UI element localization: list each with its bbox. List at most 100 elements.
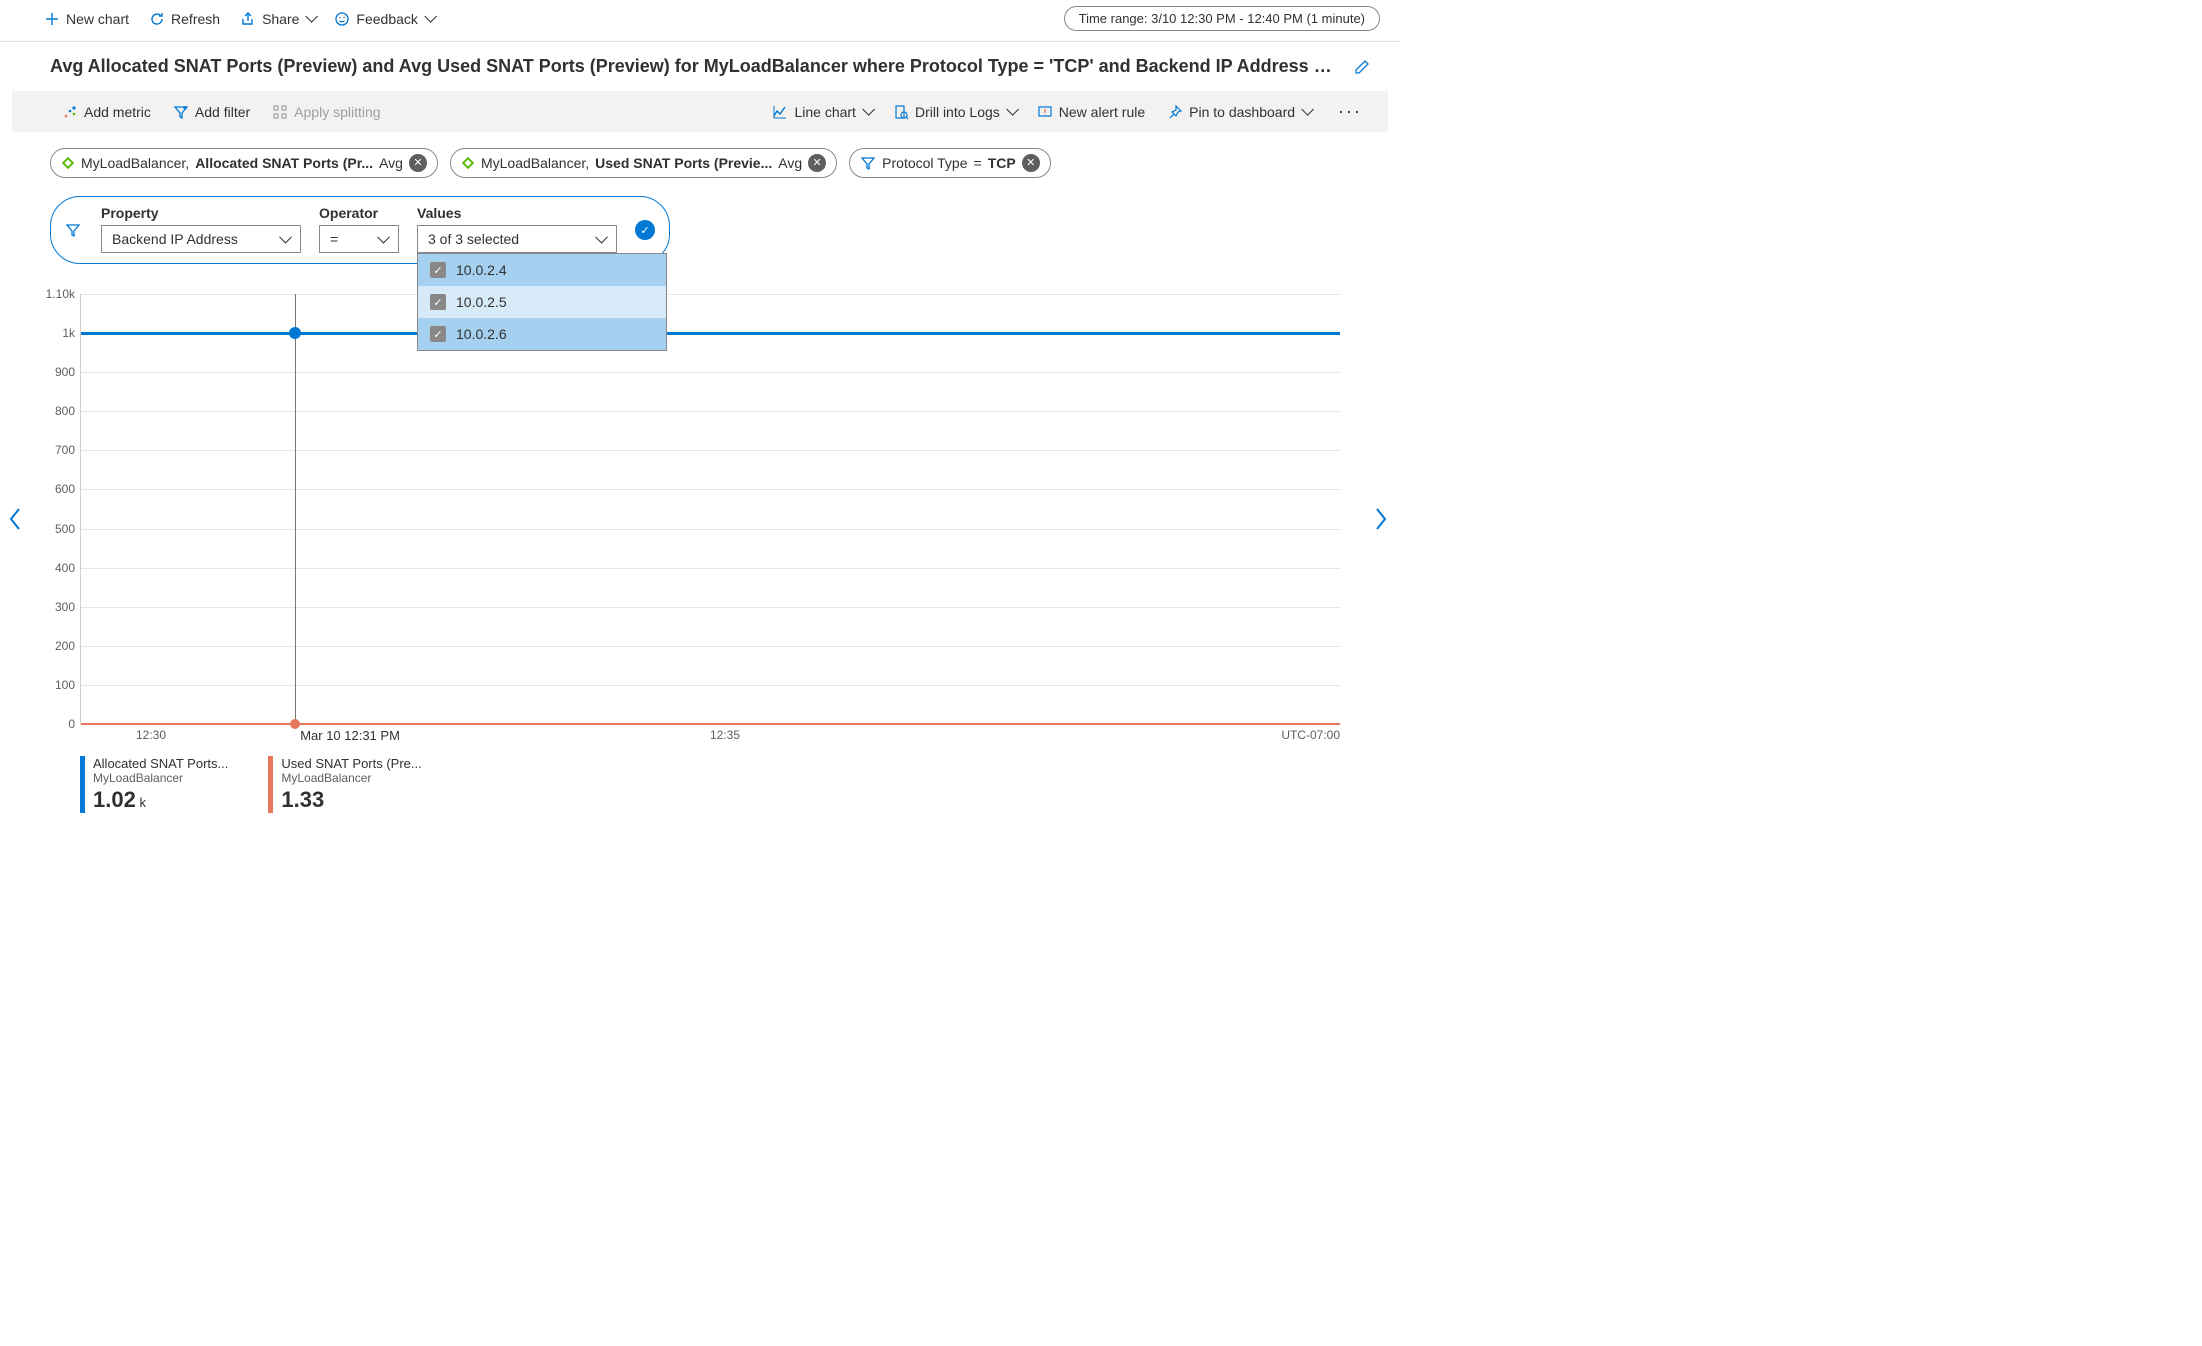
- y-axis-label: 400: [29, 561, 75, 575]
- cursor-line: [295, 294, 296, 723]
- chart-toolbar: Add metric Add filter Apply splitting Li…: [12, 91, 1388, 132]
- values-column: Values 3 of 3 selected ✓ 10.0.2.4 ✓ 10.0…: [417, 205, 617, 253]
- chevron-down-icon: [862, 103, 875, 116]
- new-chart-button[interactable]: New chart: [44, 11, 129, 27]
- filter-prop: Protocol Type: [882, 155, 967, 171]
- property-select[interactable]: Backend IP Address: [101, 225, 301, 253]
- close-icon[interactable]: ✕: [1022, 154, 1040, 172]
- funnel-icon: [860, 155, 876, 171]
- x-axis-label: 12:30: [136, 728, 166, 742]
- time-range-button[interactable]: Time range: 3/10 12:30 PM - 12:40 PM (1 …: [1064, 6, 1380, 31]
- legend-item[interactable]: Used SNAT Ports (Pre...MyLoadBalancer1.3…: [268, 756, 421, 813]
- x-axis-tz: UTC-07:00: [1281, 728, 1340, 742]
- chart-plot-area[interactable]: 1.10k1k9008007006005004003002001000: [80, 294, 1340, 724]
- splitting-icon: [272, 104, 288, 120]
- x-axis: 12:30 12:35 UTC-07:00 Mar 10 12:31 PM: [80, 728, 1340, 750]
- legend-title: Allocated SNAT Ports...: [93, 756, 228, 771]
- feedback-button[interactable]: Feedback: [334, 11, 432, 27]
- add-metric-button[interactable]: Add metric: [62, 104, 151, 120]
- metric2-agg: Avg: [778, 155, 802, 171]
- legend-item[interactable]: Allocated SNAT Ports...MyLoadBalancer1.0…: [80, 756, 228, 813]
- marker-allocated: [289, 327, 301, 339]
- add-metric-icon: [62, 104, 78, 120]
- alert-icon: [1037, 104, 1053, 120]
- gridline: [81, 372, 1340, 373]
- property-label: Property: [101, 205, 301, 221]
- y-axis-label: 1k: [29, 326, 75, 340]
- values-dropdown: ✓ 10.0.2.4 ✓ 10.0.2.5 ✓ 10.0.2.6: [417, 253, 667, 351]
- y-axis-label: 300: [29, 600, 75, 614]
- metric1-agg: Avg: [379, 155, 403, 171]
- metric-pill-1[interactable]: MyLoadBalancer, Allocated SNAT Ports (Pr…: [50, 148, 438, 178]
- confirm-filter-button[interactable]: ✓: [635, 220, 655, 240]
- checkbox-icon: ✓: [430, 294, 446, 310]
- operator-value: =: [330, 231, 338, 247]
- dropdown-option[interactable]: ✓ 10.0.2.4: [418, 254, 666, 286]
- chevron-down-icon: [1301, 103, 1314, 116]
- refresh-icon: [149, 11, 165, 27]
- share-button[interactable]: Share: [240, 11, 314, 27]
- dropdown-option[interactable]: ✓ 10.0.2.5: [418, 286, 666, 318]
- more-button[interactable]: ···: [1332, 101, 1368, 122]
- filter-eq: =: [974, 155, 982, 171]
- gridline: [81, 294, 1340, 295]
- close-icon[interactable]: ✕: [409, 154, 427, 172]
- x-axis-label: 12:35: [710, 728, 740, 742]
- chart-type-button[interactable]: Line chart: [772, 104, 870, 120]
- apply-splitting-button[interactable]: Apply splitting: [272, 104, 380, 120]
- gridline: [81, 646, 1340, 647]
- resource-icon: [461, 156, 475, 170]
- legend: Allocated SNAT Ports...MyLoadBalancer1.0…: [0, 750, 1400, 813]
- plus-icon: [44, 11, 60, 27]
- y-axis-label: 800: [29, 404, 75, 418]
- property-column: Property Backend IP Address: [101, 205, 301, 253]
- pin-icon: [1167, 104, 1183, 120]
- option-label: 10.0.2.4: [456, 262, 507, 278]
- logs-icon: [893, 104, 909, 120]
- y-axis-label: 200: [29, 639, 75, 653]
- pin-button[interactable]: Pin to dashboard: [1167, 104, 1310, 120]
- cursor-tooltip: Mar 10 12:31 PM: [300, 728, 400, 743]
- y-axis-label: 700: [29, 443, 75, 457]
- legend-value: 1.02 k: [93, 787, 228, 813]
- checkbox-icon: ✓: [430, 326, 446, 342]
- close-icon[interactable]: ✕: [808, 154, 826, 172]
- filter-builder: Property Backend IP Address Operator = V…: [50, 196, 670, 264]
- share-icon: [240, 11, 256, 27]
- metric-pill-2[interactable]: MyLoadBalancer, Used SNAT Ports (Previe.…: [450, 148, 837, 178]
- metric1-resource: MyLoadBalancer,: [81, 155, 189, 171]
- gridline: [81, 607, 1340, 608]
- option-label: 10.0.2.6: [456, 326, 507, 342]
- new-alert-button[interactable]: New alert rule: [1037, 104, 1145, 120]
- metric2-name: Used SNAT Ports (Previe...: [595, 155, 772, 171]
- line-chart-icon: [772, 104, 788, 120]
- chevron-down-icon: [424, 10, 437, 23]
- next-arrow[interactable]: [1372, 505, 1390, 539]
- edit-icon[interactable]: [1354, 59, 1370, 75]
- filter-pill[interactable]: Protocol Type = TCP ✕: [849, 148, 1051, 178]
- operator-column: Operator =: [319, 205, 399, 253]
- y-axis-label: 900: [29, 365, 75, 379]
- refresh-button[interactable]: Refresh: [149, 11, 220, 27]
- prev-arrow[interactable]: [6, 505, 24, 539]
- pin-label: Pin to dashboard: [1189, 104, 1295, 120]
- chart-container: 1.10k1k9008007006005004003002001000 12:3…: [24, 294, 1360, 750]
- feedback-label: Feedback: [356, 11, 417, 27]
- legend-value: 1.33: [281, 787, 421, 813]
- new-chart-label: New chart: [66, 11, 129, 27]
- add-filter-button[interactable]: Add filter: [173, 104, 250, 120]
- funnel-icon: [65, 222, 81, 238]
- operator-select[interactable]: =: [319, 225, 399, 253]
- checkbox-icon: ✓: [430, 262, 446, 278]
- operator-label: Operator: [319, 205, 399, 221]
- drill-logs-button[interactable]: Drill into Logs: [893, 104, 1015, 120]
- values-value: 3 of 3 selected: [428, 231, 519, 247]
- values-select[interactable]: 3 of 3 selected: [417, 225, 617, 253]
- metric-pills-row: MyLoadBalancer, Allocated SNAT Ports (Pr…: [0, 132, 1400, 178]
- metric2-resource: MyLoadBalancer,: [481, 155, 589, 171]
- chart-title: Avg Allocated SNAT Ports (Preview) and A…: [50, 56, 1342, 77]
- drill-logs-label: Drill into Logs: [915, 104, 1000, 120]
- dropdown-option[interactable]: ✓ 10.0.2.6: [418, 318, 666, 350]
- top-toolbar: New chart Refresh Share Feedback Time ra…: [0, 0, 1400, 42]
- chevron-down-icon: [306, 10, 319, 23]
